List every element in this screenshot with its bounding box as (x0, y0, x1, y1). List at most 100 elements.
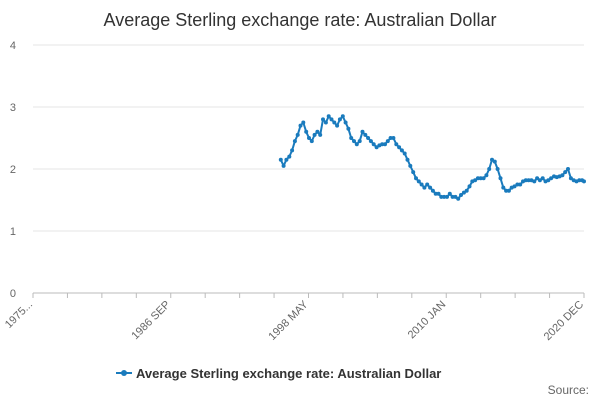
data-point[interactable] (304, 129, 309, 134)
data-point[interactable] (425, 182, 430, 187)
data-point[interactable] (281, 163, 286, 168)
data-point[interactable] (450, 194, 455, 199)
chart-title: Average Sterling exchange rate: Australi… (104, 10, 497, 30)
data-point[interactable] (416, 179, 421, 184)
data-point[interactable] (335, 123, 340, 128)
data-point[interactable] (408, 163, 413, 168)
data-point[interactable] (453, 194, 458, 199)
data-point[interactable] (484, 173, 489, 178)
data-point[interactable] (287, 154, 292, 159)
data-point[interactable] (540, 176, 545, 181)
data-point[interactable] (498, 176, 503, 181)
source-label[interactable]: Source: (548, 383, 589, 397)
legend[interactable]: Average Sterling exchange rate: Australi… (116, 366, 441, 381)
data-point[interactable] (430, 188, 435, 193)
data-point[interactable] (495, 167, 500, 171)
data-point[interactable] (295, 132, 300, 137)
data-point[interactable] (518, 182, 523, 187)
data-point[interactable] (473, 178, 478, 183)
data-point[interactable] (532, 179, 537, 184)
data-point[interactable] (481, 176, 486, 181)
data-point[interactable] (428, 185, 433, 190)
data-point[interactable] (343, 120, 348, 125)
data-point[interactable] (397, 145, 402, 150)
data-point[interactable] (414, 176, 418, 181)
data-point[interactable] (357, 139, 362, 144)
data-point[interactable] (326, 114, 331, 119)
data-point[interactable] (568, 176, 573, 181)
data-point[interactable] (371, 142, 376, 147)
data-point[interactable] (504, 188, 509, 193)
data-point[interactable] (523, 178, 528, 183)
data-point[interactable] (315, 129, 320, 134)
data-point[interactable] (475, 176, 480, 181)
data-point[interactable] (464, 188, 469, 193)
data-point[interactable] (492, 159, 497, 164)
data-point[interactable] (515, 182, 520, 187)
data-point[interactable] (284, 157, 289, 162)
data-point[interactable] (445, 194, 449, 199)
data-point[interactable] (298, 123, 303, 128)
data-point[interactable] (321, 117, 325, 122)
data-point[interactable] (368, 139, 373, 144)
data-point[interactable] (535, 176, 540, 181)
data-point[interactable] (478, 176, 483, 181)
data-point[interactable] (411, 170, 416, 175)
data-point[interactable] (340, 114, 345, 119)
data-point[interactable] (467, 184, 472, 189)
data-point[interactable] (439, 194, 444, 199)
data-point[interactable] (374, 145, 379, 150)
data-point[interactable] (278, 157, 283, 162)
data-point[interactable] (402, 151, 407, 156)
data-point[interactable] (546, 178, 551, 183)
data-point[interactable] (363, 132, 368, 137)
data-point[interactable] (352, 139, 356, 144)
data-point[interactable] (329, 117, 334, 122)
data-point[interactable] (419, 182, 424, 187)
data-point[interactable] (399, 148, 404, 153)
data-point[interactable] (337, 117, 342, 122)
data-point[interactable] (526, 178, 531, 183)
data-point[interactable] (332, 120, 337, 125)
data-point[interactable] (354, 142, 359, 147)
data-point[interactable] (461, 190, 466, 195)
data-point[interactable] (490, 157, 494, 162)
data-point[interactable] (383, 142, 387, 147)
data-point[interactable] (323, 120, 328, 125)
data-point[interactable] (346, 126, 351, 131)
data-point[interactable] (566, 167, 570, 171)
data-point[interactable] (394, 142, 399, 147)
data-point[interactable] (422, 185, 427, 190)
data-point[interactable] (433, 191, 438, 196)
data-point[interactable] (391, 136, 396, 140)
data-point[interactable] (360, 129, 365, 134)
data-point[interactable] (459, 193, 463, 197)
data-point[interactable] (349, 136, 354, 140)
data-point[interactable] (436, 191, 441, 196)
data-point[interactable] (290, 148, 295, 153)
data-point[interactable] (537, 178, 542, 183)
data-point[interactable] (318, 132, 323, 137)
data-point[interactable] (301, 120, 306, 125)
data-point[interactable] (487, 167, 492, 171)
data-point[interactable] (577, 178, 582, 183)
data-point[interactable] (447, 191, 452, 196)
data-point[interactable] (307, 136, 311, 140)
data-point[interactable] (582, 179, 586, 184)
data-point[interactable] (501, 185, 506, 190)
data-point[interactable] (388, 136, 393, 140)
data-point[interactable] (366, 136, 371, 140)
data-point[interactable] (385, 139, 390, 144)
data-point[interactable] (563, 170, 568, 175)
data-point[interactable] (549, 176, 554, 181)
data-point[interactable] (512, 184, 517, 189)
data-point[interactable] (380, 142, 385, 147)
data-point[interactable] (456, 196, 461, 201)
data-point[interactable] (442, 194, 447, 199)
data-point[interactable] (309, 139, 314, 144)
data-point[interactable] (560, 173, 565, 178)
data-point[interactable] (506, 188, 511, 193)
data-point[interactable] (292, 139, 297, 144)
data-point[interactable] (405, 157, 410, 162)
data-point[interactable] (312, 132, 317, 137)
